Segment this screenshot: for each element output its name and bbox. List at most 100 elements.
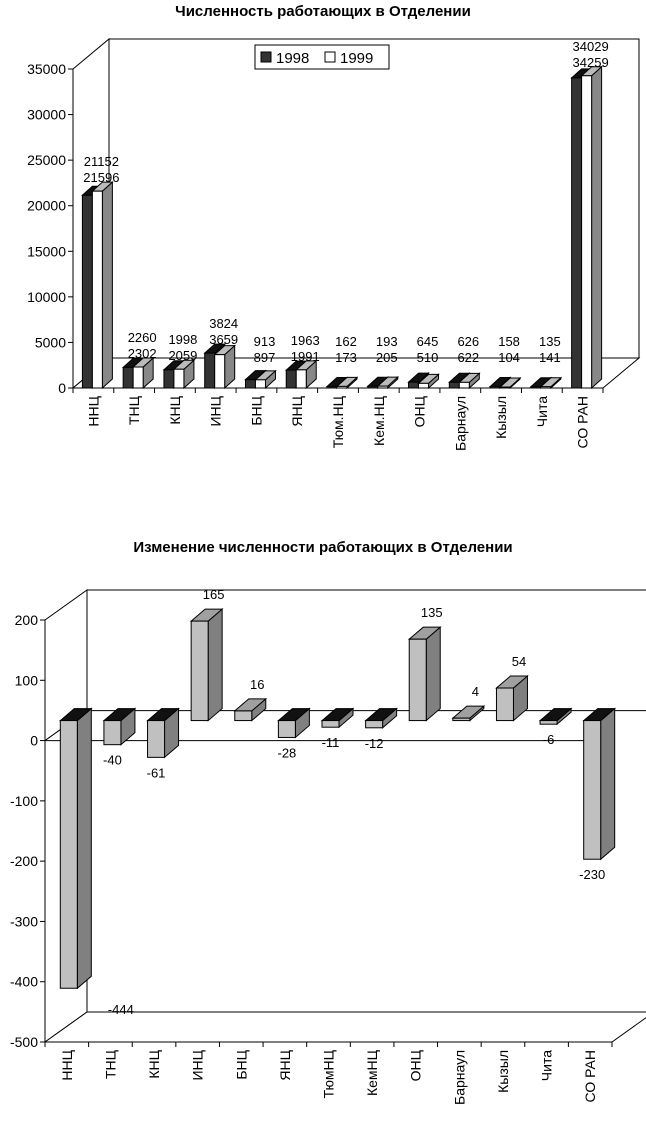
- bar-1999-front: [458, 381, 470, 389]
- data-label: 54: [512, 654, 526, 669]
- x-tick-label: Кызыл: [493, 396, 509, 439]
- change-bar: [146, 707, 180, 759]
- x-tick-label: ТНЦ: [102, 1049, 118, 1079]
- data-label-1998: 645: [417, 334, 439, 349]
- data-label-1999: 3659: [209, 332, 238, 347]
- x-tick-label: Барнаул: [451, 1050, 467, 1105]
- bar-1998-front: [408, 381, 420, 389]
- data-label: 16: [250, 677, 264, 692]
- change-bar: [364, 707, 398, 729]
- data-label: 135: [421, 605, 443, 620]
- data-label-1999: 1991: [291, 349, 320, 364]
- chart2-title: Изменение численности работающих в Отдел…: [133, 539, 513, 556]
- data-label-1999: 510: [417, 350, 439, 365]
- data-label-1999: 173: [335, 350, 357, 365]
- bar-1998-front: [326, 386, 338, 389]
- bar-1998-front: [81, 194, 93, 389]
- change-bar-side: [207, 608, 223, 722]
- x-tick-label: Чита: [539, 1050, 555, 1081]
- data-label-1998: 3824: [209, 316, 238, 331]
- x-tick-label: ННЦ: [59, 1049, 75, 1080]
- data-label: -230: [579, 867, 605, 882]
- change-bar-front: [103, 720, 122, 746]
- y-tick-label: 0: [58, 380, 66, 396]
- bar-1999-front: [418, 382, 430, 389]
- change-bar-front: [59, 720, 78, 989]
- bar-1999-front: [173, 368, 185, 389]
- data-label-1998: 162: [335, 334, 357, 349]
- data-label-1998: 135: [539, 334, 561, 349]
- bar-1999-front: [132, 366, 144, 389]
- bar-1999: [131, 356, 155, 390]
- y-tick-label: 0: [30, 733, 38, 749]
- data-label-1998: 626: [457, 334, 479, 349]
- data-label-1999: 897: [254, 350, 276, 365]
- bar-1999: [539, 376, 563, 390]
- bar-1998-front: [571, 77, 583, 389]
- population-chart-plot: 0 5000 10000 15000 20000 25000 30000 35000 ННЦ ТН…: [27, 37, 641, 451]
- bar-1999-side: [101, 181, 113, 390]
- x-tick-label: ЯНЦ: [289, 395, 305, 426]
- change-bar-front: [234, 710, 253, 722]
- x-tick-label: КНЦ: [167, 395, 183, 424]
- change-bar-front: [321, 720, 340, 728]
- bar-1998-front: [448, 381, 460, 389]
- bar-1999: [91, 181, 114, 390]
- bar-1999-front: [581, 75, 593, 389]
- y-tick-label: -500: [10, 1034, 38, 1050]
- change-bar-front: [190, 620, 209, 722]
- data-label: -12: [365, 736, 384, 751]
- y-tick-label: 10000: [27, 289, 66, 305]
- x-tick-label: ОНЦ: [412, 395, 428, 427]
- y-tick-label: 100: [15, 672, 39, 688]
- back-wall: [108, 38, 640, 359]
- change-bar-side: [76, 707, 92, 990]
- data-label-1998: 2260: [128, 330, 157, 345]
- x-tick-label: ТюмНЦ: [321, 1049, 337, 1098]
- data-label: -6: [543, 732, 555, 747]
- y-tick-label: -300: [10, 913, 38, 929]
- bar-1998-front: [530, 386, 542, 389]
- x-tick-label: ТНЦ: [126, 395, 142, 425]
- y-tick-label: 35000: [27, 61, 66, 77]
- change-bar: [320, 707, 355, 729]
- legend-swatch-1998: [260, 51, 272, 63]
- y-tick-label: 30000: [27, 107, 66, 123]
- population-chart: Численность работающих в Отделении 0 5000…: [0, 0, 646, 480]
- change-bar-front: [539, 720, 558, 725]
- change-bar-front: [408, 638, 427, 722]
- data-label: -61: [147, 765, 166, 780]
- change-bar: [58, 707, 93, 990]
- legend-label-1998: 1998: [276, 50, 309, 67]
- x-tick-label: Тюм.НЦ: [330, 395, 346, 448]
- data-label-1998: 1998: [168, 332, 197, 347]
- bar-1999: [294, 359, 318, 390]
- change-chart: Изменение численности работающих в Отдел…: [0, 530, 646, 1124]
- change-bar-front: [495, 687, 514, 722]
- data-label-1998: 158: [498, 334, 520, 349]
- bar-1999: [580, 65, 603, 390]
- bar-1999-front: [214, 354, 226, 389]
- bar-1998-front: [163, 369, 175, 389]
- change-bar-side: [425, 626, 441, 722]
- y-tick-label: 25000: [27, 152, 66, 168]
- change-bar: [582, 707, 617, 861]
- y-tick-label: 15000: [27, 243, 66, 259]
- data-label-1998: 913: [254, 334, 276, 349]
- data-label: 4: [472, 684, 479, 699]
- change-bar-side: [600, 707, 616, 861]
- bar-1998-front: [489, 386, 501, 389]
- chart1-title: Численность работающих в Отделении: [175, 3, 471, 20]
- bar-1999: [254, 369, 277, 390]
- legend-label-1999: 1999: [340, 50, 373, 67]
- bar-1998-front: [244, 379, 256, 389]
- change-bar: [277, 707, 311, 739]
- bar-1999-front: [499, 386, 511, 389]
- y-tick-label: -400: [10, 974, 38, 990]
- data-label-1999: 34259: [573, 55, 609, 70]
- change-bar-front: [452, 717, 471, 722]
- change-bar: [451, 705, 486, 722]
- data-label: -11: [322, 735, 340, 750]
- bar-1999-front: [336, 385, 348, 389]
- x-tick-label: Чита: [534, 396, 550, 427]
